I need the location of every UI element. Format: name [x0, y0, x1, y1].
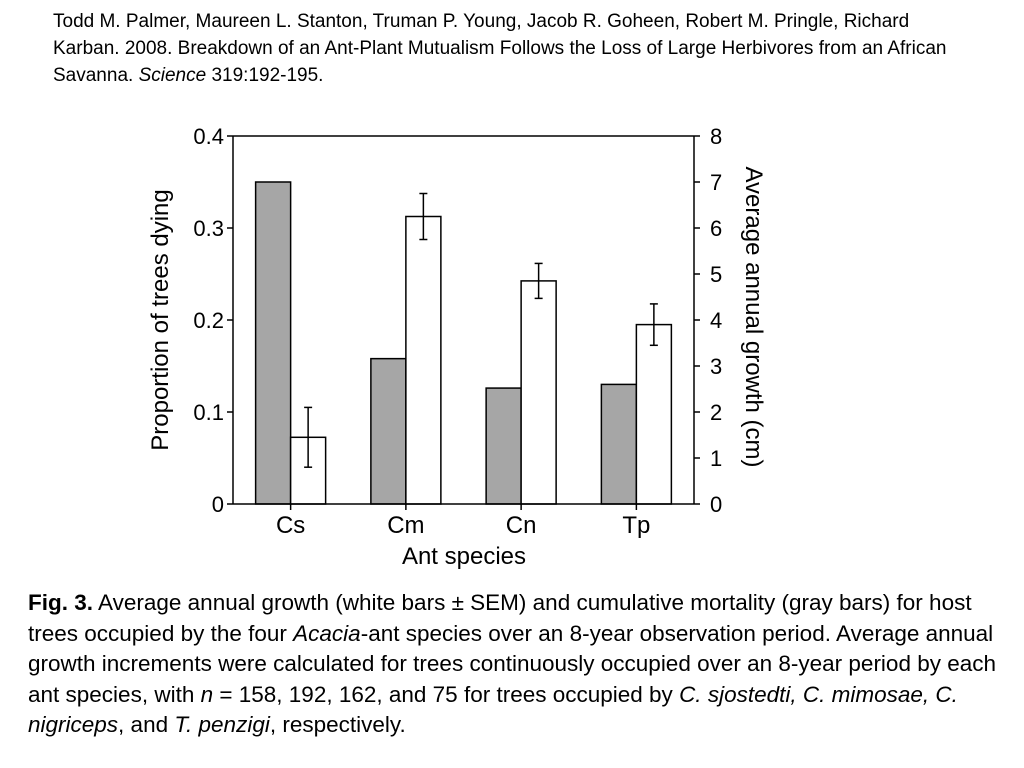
- growth-bar: [520, 280, 557, 505]
- y2-tick-label: 8: [710, 124, 722, 149]
- y2-axis-label: Average annual growth (cm): [740, 166, 767, 467]
- y2-tick-label: 2: [710, 400, 722, 425]
- x-tick-label: Tp: [622, 512, 650, 539]
- y2-tick-label: 7: [710, 170, 722, 195]
- mortality-bar: [254, 181, 292, 505]
- y2-tick-label: 4: [710, 308, 722, 333]
- x-axis-label: Ant species: [402, 543, 526, 570]
- citation: Todd M. Palmer, Maureen L. Stanton, Trum…: [53, 8, 953, 89]
- bar-chart: Cs Cm Cn Tp 0 0.1 0.2 0.3 0.4 0 1 2 3 4 5 6 7 8 Proportio…: [147, 124, 767, 570]
- caption-n-symbol: n: [200, 681, 214, 707]
- y2-tick-label: 5: [710, 262, 722, 287]
- citation-authors: Todd M. Palmer, Maureen L. Stanton, Trum…: [53, 11, 910, 59]
- y2-tick-label: 3: [710, 354, 722, 379]
- caption-text-4: , and: [118, 712, 175, 737]
- y-axis-label: Proportion of trees dying: [147, 189, 174, 450]
- citation-volume-pages: 319:192-195.: [211, 65, 324, 86]
- y2-tick-label: 1: [710, 446, 722, 471]
- y2-tick-label: 0: [710, 492, 722, 517]
- y-tick-label: 0.1: [193, 400, 224, 425]
- growth-bar: [405, 215, 442, 505]
- figure-caption: Fig. 3. Average annual growth (white bar…: [28, 588, 1003, 741]
- citation-journal: Science: [138, 65, 207, 86]
- caption-species: C. sjostedti, C. mimosae, C. nigriceps: [28, 681, 958, 738]
- caption-label: Fig. 3.: [28, 590, 94, 615]
- caption-species-last: T. penzigi: [174, 712, 270, 737]
- mortality-bar: [600, 383, 638, 505]
- y-tick-label: 0: [212, 492, 224, 517]
- y-tick-label: 0.2: [193, 308, 224, 333]
- caption-text-2: -ant species over an 8-year observation …: [28, 620, 997, 707]
- y-tick-label: 0.3: [193, 216, 224, 241]
- x-tick-label: Cm: [387, 512, 424, 539]
- caption-text-5: , respectively.: [269, 712, 406, 737]
- mortality-bar: [370, 357, 407, 505]
- x-tick-label: Cs: [276, 512, 305, 539]
- caption-genus: Acacia: [293, 620, 361, 646]
- mortality-bar: [485, 387, 522, 505]
- x-tick-label: Cn: [506, 512, 537, 539]
- y-tick-label: 0.4: [193, 124, 224, 149]
- caption-text-3: = 158, 192, 162, and 75 for trees occupi…: [213, 681, 680, 707]
- citation-title: Breakdown of an Ant-Plant Mutualism Foll…: [53, 38, 947, 86]
- y2-tick-label: 6: [710, 216, 722, 241]
- growth-bar: [635, 323, 673, 505]
- caption-text-1: Average annual growth (white bars ± SEM)…: [28, 590, 972, 646]
